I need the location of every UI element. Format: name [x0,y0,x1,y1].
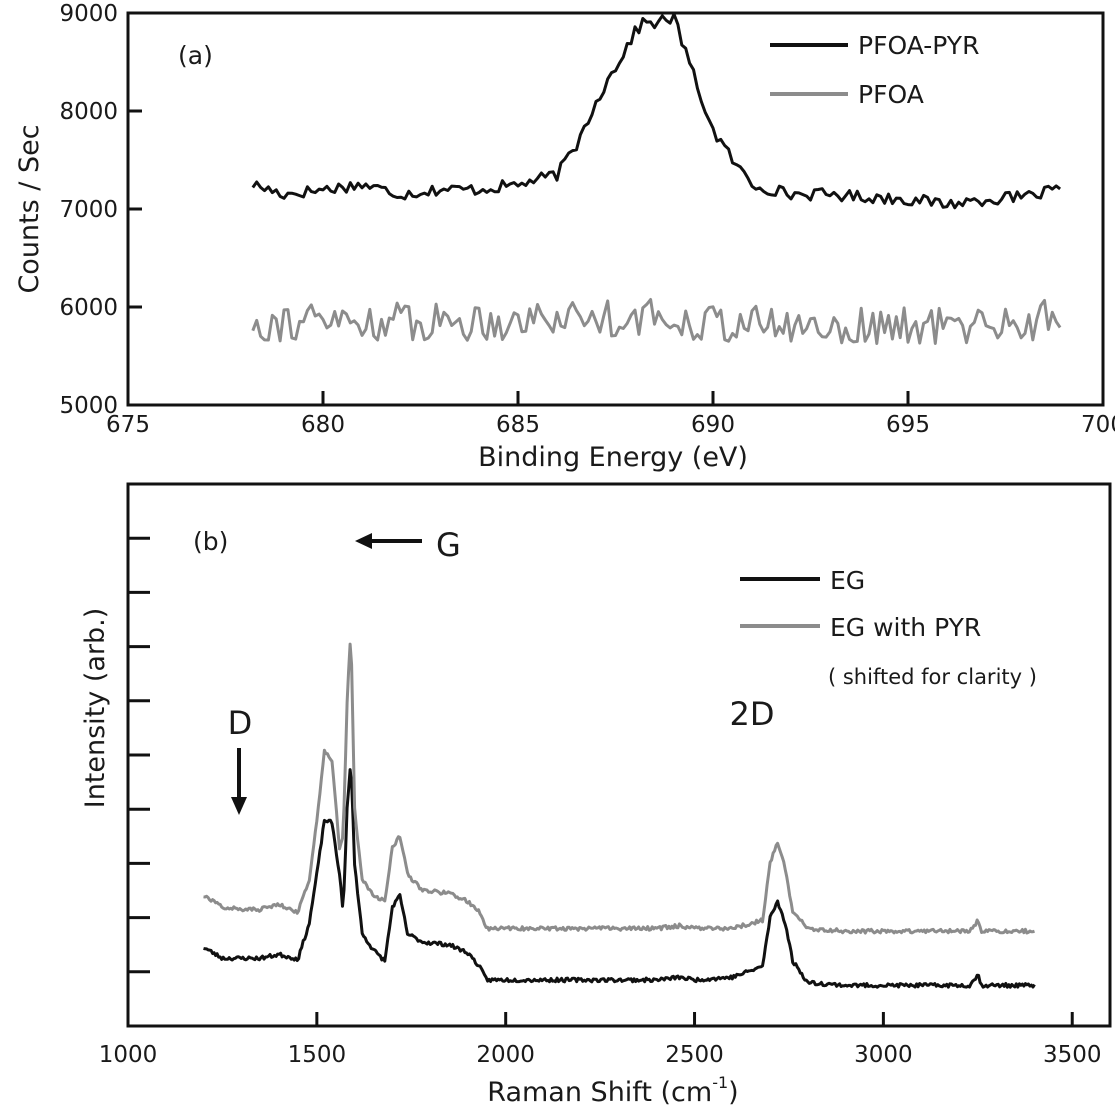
y-tick-label: 9000 [59,1,118,27]
panel-b-label: (b) [193,527,228,556]
panel-b-x-axis-title-sup: -1 [712,1073,728,1092]
panel-a-y-axis-title: Counts / Sec [14,124,45,293]
series-line-pfoa [251,298,1062,345]
x-tick-label: 685 [496,412,540,438]
panel-b-ticks: 1000 1500 2000 2500 3000 3500 [99,536,1102,1068]
legend-note-shifted: ( shifted for clarity ) [828,665,1037,689]
series-line-pfoa-pyr [251,12,1062,210]
panel-a-x-axis-title: Binding Energy (eV) [478,442,748,473]
x-tick-label: 1000 [99,1042,158,1068]
y-tick-label: 7000 [59,197,118,223]
x-tick-label: 2500 [665,1042,724,1068]
legend-label-eg-with-pyr: EG with PYR [830,613,981,642]
panel-b-raman-chart: 1000 1500 2000 2500 3000 3500 (b) G D 2D EG E… [80,482,1112,1108]
y-tick-label: 6000 [59,295,118,321]
y-tick-label: 8000 [59,99,118,125]
annotation-2d-label: 2D [730,695,775,733]
panel-b-series-group [203,642,1036,989]
annotation-g-arrow [355,533,422,549]
y-tick-label: 5000 [59,393,118,419]
annotation-g-label: G [436,526,461,564]
panel-b-x-axis-title-main: Raman Shift (cm [487,1077,712,1108]
panel-b-y-axis-title: Intensity (arb.) [80,608,111,809]
panel-b-plot-frame [126,482,1112,1028]
panel-a-series-group [251,12,1062,345]
legend-label-pfoa: PFOA [858,80,924,109]
series-line-eg [203,768,1036,989]
x-tick-label: 680 [301,412,345,438]
x-tick-label: 1500 [288,1042,347,1068]
legend-label-eg: EG [830,566,865,595]
annotation-d-arrow [231,748,247,815]
annotation-d-label: D [228,704,253,742]
panel-a-label: (a) [178,41,213,70]
panel-b-x-axis-title: Raman Shift (cm-1) [487,1073,738,1108]
x-tick-label: 700 [1081,412,1115,438]
x-tick-label: 690 [691,412,735,438]
panel-b-x-axis-title-close: ) [728,1077,739,1108]
x-tick-label: 3500 [1043,1042,1102,1068]
x-tick-label: 675 [106,412,150,438]
x-tick-label: 2000 [476,1042,535,1068]
x-tick-label: 695 [886,412,930,438]
panel-a-xps-chart: 675 680 685 690 695 700 5000 6000 7000 8000 9000 (… [14,1,1115,473]
legend-label-pfoa-pyr: PFOA-PYR [858,31,979,60]
x-tick-label: 3000 [854,1042,913,1068]
panel-a-ticks: 675 680 685 690 695 700 5000 6000 7000 8000 9000 [59,1,1115,438]
series-line-eg-with-pyr [203,642,1035,935]
